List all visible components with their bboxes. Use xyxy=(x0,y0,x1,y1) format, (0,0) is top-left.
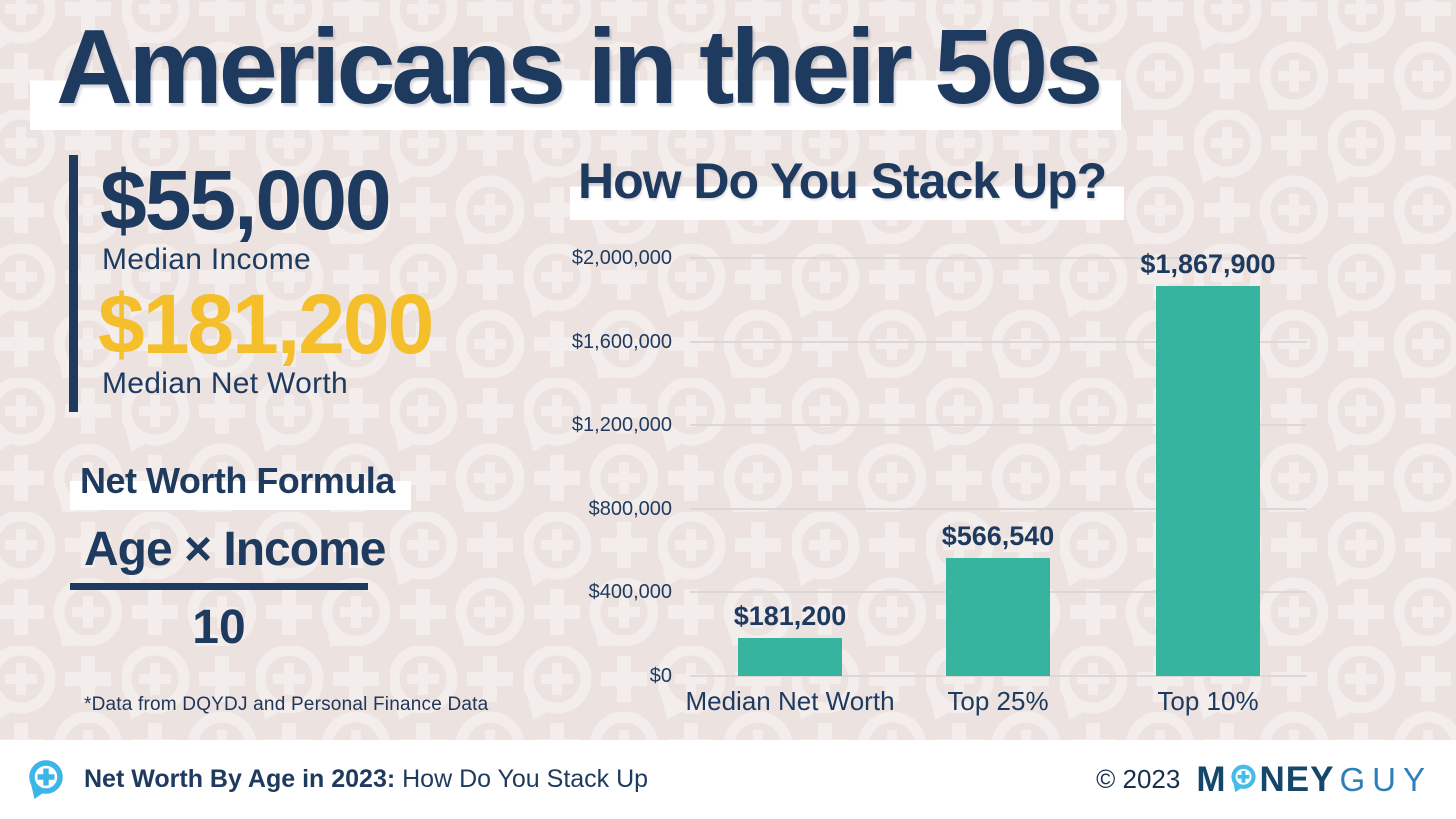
data-source-footnote: *Data from DQYDJ and Personal Finance Da… xyxy=(84,694,489,715)
speech-bubble-plus-icon xyxy=(29,759,63,799)
grid-line xyxy=(690,675,1307,677)
logo-o-bubble-icon xyxy=(1230,764,1256,793)
footer-title-bold: Net Worth By Age in 2023: xyxy=(84,765,396,793)
logo-letter-m: M xyxy=(1196,759,1227,799)
y-tick-label: $0 xyxy=(649,665,672,687)
formula-title: Net Worth Formula xyxy=(70,456,411,510)
grid-line xyxy=(690,507,1307,510)
formula-numerator: Age × Income xyxy=(84,523,386,576)
grid-line xyxy=(690,340,1307,343)
bar-top-25- xyxy=(946,557,1050,676)
formula-denominator: 10 xyxy=(192,601,246,654)
y-tick-label: $1,200,000 xyxy=(571,414,672,437)
moneyguy-logo: M NEY GUY xyxy=(1196,760,1432,800)
x-axis-label: Median Net Worth xyxy=(685,686,895,716)
grid-line xyxy=(690,257,1307,259)
footer-title-regular: How Do You Stack Up xyxy=(395,765,649,793)
median-income-value: $55,000 xyxy=(100,153,392,247)
bar-median-net-worth xyxy=(738,638,842,676)
bar-top-10- xyxy=(1156,285,1260,676)
footer-left: Net Worth By Age in 2023: How Do You Sta… xyxy=(24,757,648,803)
median-income-label: Median Income xyxy=(102,243,312,276)
bar-chart-plot: $0 $400,000 $800,000 $1,200,000 $1,600,000 $2… xyxy=(572,247,1307,716)
chart-title: How Do You Stack Up? xyxy=(570,150,1125,220)
x-axis-label: Top 10% xyxy=(1157,686,1259,716)
median-networth-label: Median Net Worth xyxy=(102,367,349,400)
x-axis-label: Top 25% xyxy=(947,686,1049,716)
page-title: Americans in their 50s xyxy=(30,12,1122,131)
footer-bar: Net Worth By Age in 2023: How Do You Sta… xyxy=(0,740,1456,819)
fraction-line xyxy=(70,583,368,590)
footer-title: Net Worth By Age in 2023: How Do You Sta… xyxy=(84,765,648,794)
grid-line xyxy=(690,424,1307,427)
bar-value-label: $566,540 xyxy=(941,520,1055,551)
y-tick-label: $800,000 xyxy=(588,497,672,520)
footer-right: © 2023 M NEY GUY xyxy=(1096,760,1432,800)
copyright-text: © 2023 xyxy=(1096,764,1181,794)
logo-letters-ney: NEY xyxy=(1259,759,1335,799)
bar-value-label: $181,200 xyxy=(733,601,847,632)
y-tick-label: $2,000,000 xyxy=(571,247,672,269)
median-networth-value: $181,200 xyxy=(98,277,434,371)
y-tick-label: $400,000 xyxy=(588,581,672,604)
y-tick-label: $1,600,000 xyxy=(571,330,672,353)
bar-value-label: $1,867,900 xyxy=(1140,248,1276,279)
logo-letters-guy: GUY xyxy=(1339,760,1432,798)
stat-accent-bar xyxy=(69,155,78,412)
